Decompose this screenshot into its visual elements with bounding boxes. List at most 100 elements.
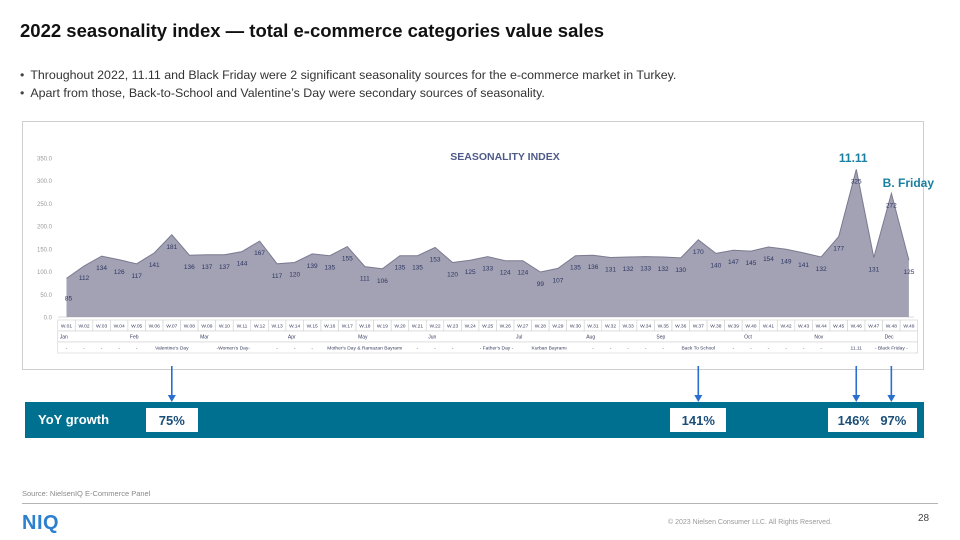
week-label: W.43 <box>798 324 809 330</box>
data-label: 107 <box>552 277 563 284</box>
yoy-arrow-head <box>887 395 896 402</box>
data-label: 136 <box>184 264 195 271</box>
yoy-arrow-head <box>694 395 703 402</box>
y-tick-label: 50.0 <box>40 293 52 299</box>
month-label: Mar <box>200 335 209 341</box>
data-label: 130 <box>675 267 686 274</box>
data-label: 141 <box>798 262 809 269</box>
data-label: 132 <box>658 266 669 273</box>
data-label: 132 <box>816 266 827 273</box>
yoy-arrow-head <box>167 395 176 402</box>
week-label: W.23 <box>447 324 458 330</box>
week-label: W.19 <box>377 324 388 330</box>
yoy-value-box: 141% <box>670 408 727 432</box>
week-label: W.49 <box>903 324 914 330</box>
event-dash: - <box>662 346 664 352</box>
week-label: W.36 <box>675 324 686 330</box>
month-label: May <box>358 335 368 341</box>
week-label: W.25 <box>482 324 493 330</box>
data-label: 137 <box>201 264 212 271</box>
data-label: 135 <box>324 265 335 272</box>
week-label: W.28 <box>535 324 546 330</box>
week-label: W.20 <box>394 324 405 330</box>
data-label: 117 <box>132 273 143 280</box>
data-label: 135 <box>570 265 581 272</box>
week-label: W.24 <box>465 324 476 330</box>
data-label: 106 <box>377 278 388 285</box>
data-label: 133 <box>482 266 493 273</box>
data-label: 272 <box>886 202 897 209</box>
event-dash: - <box>311 346 313 352</box>
footer-divider <box>22 503 938 504</box>
event-dash: - <box>610 346 612 352</box>
data-label: 124 <box>500 270 511 277</box>
y-tick-label: 350.0 <box>37 157 53 163</box>
event-dash: - <box>136 346 138 352</box>
event-dash: - <box>750 346 752 352</box>
page-number: 28 <box>918 513 930 524</box>
data-label: 132 <box>623 266 634 273</box>
data-label: 141 <box>149 262 160 269</box>
month-label: Jul <box>516 335 522 341</box>
data-label: 153 <box>430 256 441 263</box>
event-dash: - <box>417 346 419 352</box>
week-label: W.11 <box>237 324 248 330</box>
week-label: W.14 <box>289 324 300 330</box>
yoy-value-box: 75% <box>145 408 198 432</box>
data-label: 145 <box>746 260 757 267</box>
month-row <box>57 330 918 343</box>
data-label: 181 <box>166 244 177 251</box>
data-label: 131 <box>605 266 616 273</box>
week-label: W.47 <box>868 324 879 330</box>
peak-annotation: B. Friday <box>883 176 935 190</box>
event-dash: - <box>83 346 85 352</box>
week-label: W.22 <box>429 324 440 330</box>
week-label: W.02 <box>78 324 89 330</box>
data-label: 125 <box>903 269 914 276</box>
data-label: 135 <box>395 265 406 272</box>
week-label: W.04 <box>114 324 125 330</box>
week-label: W.41 <box>763 324 774 330</box>
event-dash: - <box>768 346 770 352</box>
data-label: 124 <box>517 270 528 277</box>
event-dash: - <box>627 346 629 352</box>
week-label: W.32 <box>605 324 616 330</box>
week-label: W.01 <box>61 324 72 330</box>
y-tick-label: 100.0 <box>37 270 53 276</box>
month-label: Dec <box>885 335 894 341</box>
week-label: W.12 <box>254 324 265 330</box>
area-line <box>66 169 910 279</box>
week-label: W.03 <box>96 324 107 330</box>
event-dash: - <box>803 346 805 352</box>
week-label: W.16 <box>324 324 335 330</box>
week-label: W.35 <box>658 324 669 330</box>
event-dash: - <box>733 346 735 352</box>
week-label: W.27 <box>517 324 528 330</box>
data-label: 99 <box>537 281 545 288</box>
data-label: 85 <box>65 295 73 302</box>
month-label: Jan <box>60 335 68 341</box>
yoy-growth-label: YoY growth <box>38 412 110 427</box>
event-label: 11.11 <box>850 346 862 352</box>
week-label: W.38 <box>710 324 721 330</box>
week-label: W.13 <box>272 324 283 330</box>
week-label: W.07 <box>166 324 177 330</box>
event-label: Mother's Day & Ramazan Bayramı <box>327 346 402 352</box>
week-label: W.29 <box>552 324 563 330</box>
week-label: W.42 <box>780 324 791 330</box>
y-tick-label: 0.0 <box>44 316 53 322</box>
event-dash: - <box>820 346 822 352</box>
week-label: W.09 <box>201 324 212 330</box>
data-label: 139 <box>307 263 318 270</box>
week-label: W.21 <box>412 324 423 330</box>
area-series <box>66 169 909 317</box>
data-label: 147 <box>728 259 739 266</box>
data-label: 325 <box>851 178 862 185</box>
copyright-note: © 2023 Nielsen Consumer LLC. All Rights … <box>668 519 832 526</box>
week-label: W.40 <box>745 324 756 330</box>
event-label: - Black Friday - <box>875 346 908 352</box>
event-label: Back To School <box>681 346 715 352</box>
event-row <box>57 341 918 354</box>
data-label: 135 <box>412 265 423 272</box>
